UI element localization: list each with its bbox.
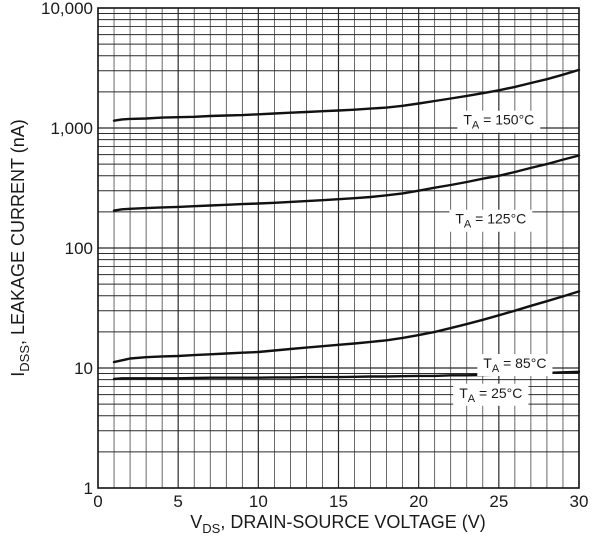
x-tick-label: 5	[173, 492, 182, 511]
series-line-1	[112, 68, 581, 122]
y-tick-label: 1,000	[50, 119, 93, 138]
y-axis-label-rest: , LEAKAGE CURRENT (nA)	[8, 119, 28, 345]
y-tick-label: 100	[65, 239, 93, 258]
x-axis-label-rest: , DRAIN-SOURCE VOLTAGE (V)	[220, 512, 485, 532]
tick-label-layer: 0 5 10 15 20 25 30 1 10 100 1,000 10,000	[41, 0, 588, 511]
curve-label-2: TA = 125°C	[455, 211, 526, 231]
plot-frame	[97, 7, 580, 489]
curve-label-background	[449, 209, 533, 232]
series-line-3	[112, 290, 581, 364]
curve-label-main: T	[459, 385, 468, 401]
curve-label-background	[477, 353, 553, 376]
y-tick-label: 1	[84, 479, 93, 498]
series-layer	[112, 68, 581, 381]
curve-label-main: T	[463, 112, 472, 128]
curve-label-subscript: A	[464, 219, 472, 231]
x-tick-label: 25	[489, 492, 508, 511]
curve-label-rest: = 125°C	[471, 211, 526, 227]
curve-label-1: TA = 150°C	[463, 112, 534, 132]
x-tick-label: 20	[409, 492, 428, 511]
y-tick-label: 10,000	[41, 0, 93, 18]
x-axis-label-subscript: DS	[202, 521, 220, 536]
x-tick-label: 30	[570, 492, 589, 511]
y-axis-label-main: I	[8, 372, 28, 377]
x-axis-label: VDS, DRAIN-SOURCE VOLTAGE (V)	[190, 512, 485, 536]
curve-label-rest: = 85°C	[499, 355, 546, 371]
curve-label-subscript: A	[468, 393, 476, 405]
y-tick-label: 10	[74, 359, 93, 378]
curve-label-main: T	[483, 355, 492, 371]
curve-label-subscript: A	[492, 363, 500, 375]
curve-label-rest: = 25°C	[475, 385, 522, 401]
x-axis-label-main: V	[190, 512, 202, 532]
y-axis-label-subscript: DSS	[17, 345, 32, 372]
curve-label-3: TA = 85°C	[483, 355, 546, 375]
x-tick-label: 15	[329, 492, 348, 511]
y-axis-label: IDSS, LEAKAGE CURRENT (nA)	[8, 119, 32, 376]
curve-label-rest: = 150°C	[479, 112, 534, 128]
curve-label-subscript: A	[472, 120, 480, 132]
x-tick-label: 0	[93, 492, 102, 511]
curve-label-layer: TA = 150°CTA = 125°CTA = 85°CTA = 25°C	[449, 110, 553, 406]
curve-label-background	[453, 383, 529, 406]
curve-label-main: T	[455, 211, 464, 227]
x-tick-label: 10	[249, 492, 268, 511]
series-line-2	[112, 154, 581, 212]
curve-label-4: TA = 25°C	[459, 385, 522, 405]
curve-label-background	[457, 110, 541, 133]
